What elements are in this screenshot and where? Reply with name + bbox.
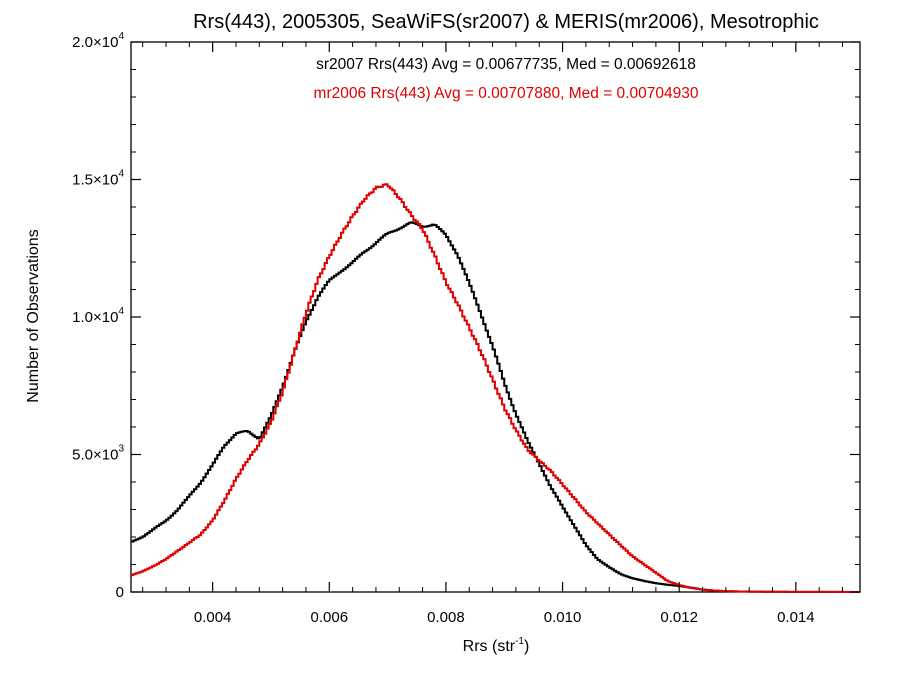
series-line-0: [131, 221, 860, 593]
x-tick-label: 0.008: [427, 609, 465, 626]
y-tick-label: 5.0×103: [72, 444, 124, 464]
x-tick-label: 0.004: [194, 609, 232, 626]
x-axis-label-sup: -1: [515, 636, 524, 647]
series-line-1: [131, 183, 860, 593]
y-axis-label: Number of Observations: [25, 229, 42, 402]
x-tick-label: 0.010: [544, 609, 582, 626]
x-tick-label: 0.014: [777, 609, 815, 626]
x-axis-label: Rrs (str-1): [463, 636, 530, 655]
y-tick-label: 1.5×104: [72, 169, 124, 189]
annotation-sr2007: sr2007 Rrs(443) Avg = 0.00677735, Med = …: [316, 56, 696, 73]
ticks-layer: 0.004 0.006 0.008 0.010 0.012 0.014 0 5.0×103 1.…: [72, 31, 860, 626]
plot-frame: [130, 41, 861, 593]
y-tick-label: 2.0×104: [72, 31, 124, 51]
y-tick-label: 0: [116, 584, 124, 601]
x-axis-label-main: Rrs (str: [463, 638, 516, 655]
x-axis-label-end: ): [524, 638, 529, 655]
series-layer: [131, 183, 860, 593]
x-tick-label: 0.006: [311, 609, 349, 626]
chart-title: Rrs(443), 2005305, SeaWiFS(sr2007) & MER…: [193, 11, 819, 33]
annotation-mr2006: mr2006 Rrs(443) Avg = 0.00707880, Med = …: [314, 85, 699, 102]
y-tick-label: 1.0×104: [72, 306, 124, 326]
x-tick-label: 0.012: [660, 609, 698, 626]
